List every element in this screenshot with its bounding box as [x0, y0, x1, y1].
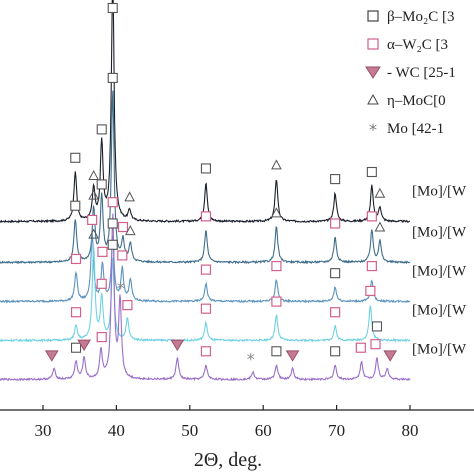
peak-marker-4-9 — [365, 285, 376, 297]
peak-marker-4-6 — [200, 303, 212, 314]
legend-item-5: * Mo [42-1 — [369, 120, 444, 139]
xrd-curve-5 — [0, 213, 411, 382]
peak-marker-1-9 — [366, 166, 377, 178]
peak-marker-2-6 — [125, 225, 136, 236]
peak-marker-1-2 — [88, 169, 99, 181]
peak-marker-3-6 — [200, 264, 212, 275]
xrd-curve-2 — [0, 90, 411, 265]
legend-background — [360, 0, 474, 160]
peak-marker-3-3 — [97, 246, 108, 257]
peak-marker-4-10 — [371, 321, 383, 332]
x-tick-label-50: 50 — [181, 421, 198, 440]
peak-marker-4-3 — [96, 278, 107, 289]
peak-marker-1-6 — [200, 163, 211, 174]
peak-marker-1-4 — [107, 2, 118, 14]
peak-marker-2-2 — [88, 189, 99, 200]
curve-label-4: [Mo]/[W — [412, 302, 467, 318]
legend-square-icon — [367, 38, 379, 50]
peak-marker-3-9 — [366, 260, 377, 272]
x-tick-label-30: 30 — [35, 421, 52, 440]
legend-label-3: - WC [25-1 — [387, 65, 456, 81]
peak-marker-4-1 — [70, 307, 82, 318]
peak-marker-5-2 — [70, 342, 82, 353]
peak-marker-2-9 — [330, 218, 341, 229]
peak-marker-5-4 — [96, 331, 107, 343]
svg-text:*: * — [247, 349, 255, 368]
peak-marker-5-5 — [107, 197, 118, 208]
legend-delta-icon — [367, 93, 379, 105]
legend-label-5: Mo [42-1 — [387, 121, 444, 137]
x-axis-title: 2Θ, deg. — [194, 449, 262, 471]
peak-marker-2-10 — [366, 211, 377, 222]
peak-marker-3-1 — [70, 253, 82, 265]
legend-item-1: β–Mo₂C [3 — [367, 9, 454, 25]
peak-marker-5-13 — [355, 342, 366, 353]
legend-label-4: η–MoC[0 — [387, 93, 446, 109]
legend-item-4: η–MoC[0 — [367, 93, 446, 109]
svg-text:*: * — [117, 278, 125, 297]
xrd-curve-1 — [0, 0, 411, 224]
xrd-curve-3 — [0, 233, 411, 304]
legend-label-2: α–W₂C [3 — [387, 37, 448, 53]
peak-marker-2-4 — [107, 72, 118, 83]
peak-marker-5-14 — [370, 339, 381, 350]
peak-marker-5-8 — [200, 346, 212, 357]
peak-marker-4-4 — [107, 239, 118, 250]
peak-marker-2-7 — [200, 211, 212, 222]
peak-marker-1-8 — [330, 174, 341, 185]
legend: β–Mo₂C [3 α–W₂C [3 - WC [25-1 η–MoC[0 * Mo [4… — [365, 9, 456, 139]
peak-marker-2-8 — [271, 207, 282, 218]
peak-marker-5-9: * — [247, 349, 255, 368]
peak-marker-5-6: * — [117, 278, 125, 297]
peak-marker-1-5 — [124, 191, 135, 202]
peak-marker-2-11 — [374, 221, 386, 232]
peak-marker-3-2 — [87, 214, 98, 226]
legend-asterisk-icon: * — [369, 120, 377, 139]
curve-label-1: [Mo]/[W — [412, 184, 467, 200]
peak-marker-2-1 — [70, 200, 81, 211]
x-tick-label-70: 70 — [328, 421, 345, 440]
peak-marker-4-5 — [122, 300, 133, 311]
peak-marker-1-7 — [271, 159, 282, 170]
curve-label-3: [Mo]/[W — [412, 263, 467, 279]
peak-marker-5-1 — [44, 350, 59, 362]
xrd-curve-4 — [0, 246, 411, 343]
legend-square-icon — [367, 10, 379, 22]
legend-triangle-icon — [365, 66, 381, 79]
peak-marker-3-5 — [117, 250, 128, 261]
peak-marker-2-3 — [96, 179, 107, 190]
peak-marker-5-7 — [170, 339, 185, 352]
x-tick-label-60: 60 — [255, 421, 272, 440]
legend-item-3: - WC [25-1 — [365, 65, 456, 81]
peak-marker-4-2 — [88, 228, 99, 239]
peak-marker-5-3 — [77, 339, 91, 352]
peak-marker-5-10 — [271, 346, 282, 357]
x-tick-label-80: 80 — [402, 421, 419, 440]
curve-label-layer: [Mo]/[W [Mo]/[W [Mo]/[W [Mo]/[W [Mo]/[W — [412, 184, 467, 358]
peak-marker-5-11 — [285, 350, 300, 362]
peak-marker-4-7 — [271, 296, 282, 307]
peak-marker-3-8 — [330, 268, 341, 279]
legend-item-2: α–W₂C [3 — [367, 37, 448, 53]
legend-label-1: β–Mo₂C [3 — [387, 9, 454, 25]
curve-label-5: [Mo]/[W — [412, 341, 467, 357]
x-tick-label-40: 40 — [108, 421, 125, 440]
peak-marker-1-10 — [374, 187, 386, 198]
x-axis: 30 40 50 60 70 80 — [0, 405, 474, 440]
marker-layer: ** — [44, 2, 398, 368]
curve-layer — [0, 0, 411, 382]
peak-marker-3-4 — [107, 218, 118, 229]
peak-marker-1-3 — [96, 124, 107, 135]
peak-marker-5-15 — [383, 350, 398, 362]
peak-marker-2-5 — [117, 221, 129, 233]
peak-marker-4-8 — [330, 307, 341, 318]
peak-marker-5-12 — [330, 346, 341, 357]
curve-label-2: [Mo]/[W — [412, 224, 467, 240]
peak-marker-3-7 — [271, 260, 282, 272]
peak-marker-1-1 — [70, 152, 81, 163]
